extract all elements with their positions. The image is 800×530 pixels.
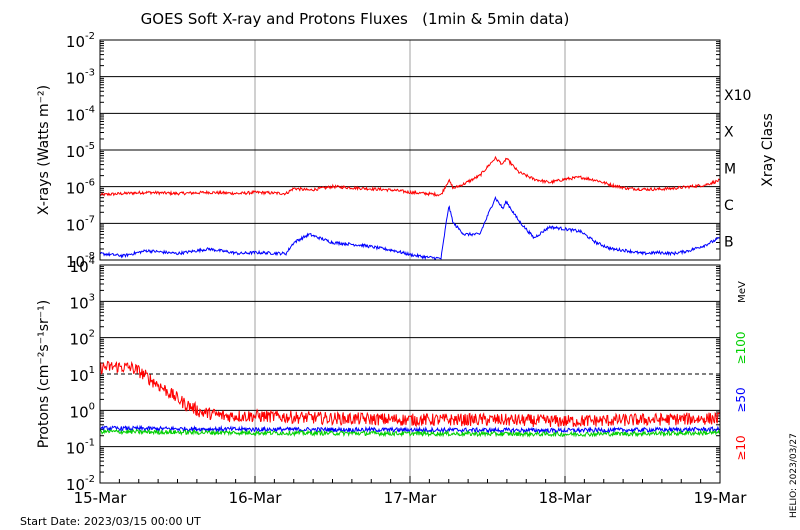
y-axis-label: Protons (cm⁻²s⁻¹sr⁻¹): [36, 300, 52, 449]
y-tick-exponent: -1: [85, 438, 95, 449]
legend-entry-red: ≥10: [734, 435, 748, 460]
y-tick-label: 10-8: [66, 251, 95, 271]
y-tick-base: 10: [70, 294, 89, 312]
y-tick-base: 10: [66, 106, 85, 124]
legend-entry-blue: ≥50: [734, 387, 748, 412]
y-tick-label: 10-7: [66, 214, 95, 234]
series-line-red: [99, 360, 721, 428]
credit-label: HELIO: 2023/03/27: [789, 433, 799, 518]
y-tick-label: 100: [70, 401, 95, 421]
y-tick-base: 10: [70, 258, 89, 276]
y-tick-exponent: -6: [85, 178, 95, 189]
y-tick-exponent: 2: [89, 329, 95, 340]
y-tick-exponent: -2: [85, 474, 95, 485]
legend-entry-green: ≥100: [734, 332, 748, 365]
energy-unit-label: MeV: [737, 281, 748, 303]
y-tick-exponent: 0: [89, 401, 95, 412]
y-tick-label: 10-2: [66, 474, 95, 494]
y-tick-base: 10: [70, 367, 89, 385]
y-tick-base: 10: [66, 70, 85, 88]
y-tick-base: 10: [66, 216, 85, 234]
y-tick-exponent: -8: [85, 251, 95, 262]
y-tick-base: 10: [66, 476, 85, 494]
series-line-red: [99, 155, 721, 198]
xray-panel: 10-810-710-610-510-410-310-2X-rays (Watt…: [36, 31, 776, 271]
y-tick-exponent: -3: [85, 68, 95, 79]
series-line-blue: [99, 195, 721, 261]
panel-frame: [99, 39, 721, 261]
y-tick-label: 10-5: [66, 141, 95, 161]
y-tick-label: 103: [70, 292, 95, 312]
xray-class-label: X10: [724, 88, 751, 104]
chart-title: GOES Soft X-ray and Protons Fluxes (1min…: [141, 10, 570, 28]
x-tick-label: 17-Mar: [384, 489, 438, 507]
y-tick-base: 10: [70, 331, 89, 349]
x-tick-label: 18-Mar: [539, 489, 593, 507]
y-tick-label: 101: [70, 365, 95, 385]
y-axis-label: X-rays (Watts m⁻²): [36, 85, 52, 215]
y-tick-base: 10: [66, 143, 85, 161]
xray-class-label: B: [724, 235, 734, 251]
y-tick-label: 10-4: [66, 104, 95, 124]
x-axis: 15-Mar 16-Mar 17-Mar 18-Mar 19-Mar: [74, 476, 748, 507]
y-tick-label: 10-6: [66, 178, 95, 198]
y-tick-base: 10: [66, 180, 85, 198]
y-tick-base: 10: [66, 33, 85, 51]
y-tick-base: 10: [70, 403, 89, 421]
y-tick-exponent: -4: [85, 104, 95, 115]
start-date-label: Start Date: 2023/03/15 00:00 UT: [20, 515, 201, 528]
y-tick-exponent: 4: [89, 256, 95, 267]
y-tick-label: 10-3: [66, 68, 95, 88]
x-tick-label: 16-Mar: [229, 489, 283, 507]
xray-class-label: M: [724, 161, 736, 177]
y-tick-label: 10-1: [66, 438, 95, 458]
xray-class-label: C: [724, 198, 734, 214]
y-tick-exponent: 3: [89, 292, 95, 303]
y-tick-label: 10-2: [66, 31, 95, 51]
x-tick-label: 15-Mar: [74, 489, 128, 507]
series-line-blue: [99, 424, 721, 434]
xray-class-axis-label: Xray Class: [760, 113, 776, 187]
y-tick-exponent: -7: [85, 214, 95, 225]
y-tick-base: 10: [66, 440, 85, 458]
y-tick-exponent: -5: [85, 141, 95, 152]
x-tick-label: 19-Mar: [694, 489, 748, 507]
y-tick-exponent: 1: [89, 365, 95, 376]
y-tick-exponent: -2: [85, 31, 95, 42]
y-tick-label: 102: [70, 329, 95, 349]
y-tick-label: 104: [70, 256, 95, 276]
series-line-green: [99, 428, 721, 438]
xray-class-label: X: [724, 125, 734, 141]
y-tick-base: 10: [66, 253, 85, 271]
